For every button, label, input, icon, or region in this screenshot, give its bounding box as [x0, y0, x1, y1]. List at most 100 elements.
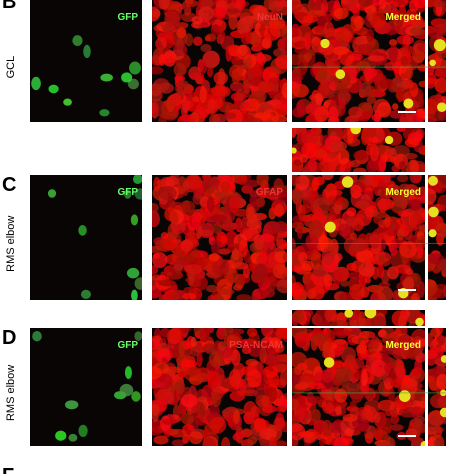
cell [397, 228, 405, 241]
cell [192, 96, 200, 103]
cell [384, 409, 393, 417]
cell [279, 94, 287, 112]
cell [298, 24, 312, 39]
cell [355, 200, 370, 210]
cell [210, 24, 221, 36]
cell [184, 4, 192, 16]
cell [346, 0, 357, 10]
cell [307, 158, 318, 172]
cell [205, 33, 217, 42]
cell [379, 78, 393, 89]
cell [334, 253, 343, 262]
cell [389, 9, 400, 21]
cell [279, 368, 287, 387]
cell [294, 383, 306, 391]
region-label: RMS elbow [5, 365, 17, 421]
cell [156, 179, 167, 187]
cell [210, 214, 228, 222]
cell [208, 351, 224, 368]
cell [153, 435, 169, 445]
cell [174, 75, 186, 82]
cell [237, 175, 248, 186]
cell [342, 413, 358, 422]
cell [190, 346, 200, 357]
cell [436, 175, 446, 189]
cell [210, 85, 229, 97]
colabel [433, 39, 446, 52]
cell [198, 6, 215, 21]
cell [334, 194, 344, 206]
cell [344, 92, 352, 102]
cell [177, 114, 195, 122]
cell [359, 331, 376, 339]
cell [297, 251, 308, 264]
cell [377, 286, 394, 300]
cell [292, 310, 304, 323]
cell [332, 269, 342, 287]
cell [317, 67, 328, 82]
cell [334, 339, 347, 346]
cell [206, 196, 215, 213]
colabel [320, 38, 330, 49]
cell [314, 106, 329, 122]
cell [416, 43, 425, 53]
cell [313, 206, 323, 218]
cell [205, 187, 216, 194]
channel-label: GFP [117, 340, 138, 351]
cell [361, 369, 368, 387]
colabel [429, 59, 436, 67]
cell [384, 214, 391, 228]
colabel [428, 206, 439, 218]
cell [351, 237, 368, 252]
cell [152, 251, 168, 269]
cell [305, 233, 319, 250]
cell [434, 67, 446, 79]
cell [385, 436, 396, 446]
cell [219, 181, 231, 193]
cell [428, 346, 444, 359]
cell [218, 288, 235, 296]
cell [171, 439, 185, 446]
cell [131, 289, 138, 300]
cell [292, 282, 304, 296]
cell [182, 433, 190, 444]
cell [152, 8, 161, 18]
cell [47, 189, 57, 198]
cell [349, 232, 358, 241]
cell [348, 106, 363, 119]
micrograph [30, 0, 142, 122]
cell [32, 330, 42, 342]
cell [181, 359, 198, 368]
cell [428, 116, 437, 122]
region-label: GCL [5, 56, 17, 79]
cell [261, 288, 276, 298]
cell [134, 277, 142, 290]
cell [152, 90, 163, 102]
cell [344, 428, 355, 437]
cell [173, 62, 187, 77]
cell [168, 328, 182, 344]
cell [238, 239, 248, 258]
cell [326, 58, 341, 72]
cell [406, 64, 414, 80]
colabel [324, 221, 336, 233]
cell [242, 100, 250, 109]
cell [378, 157, 387, 172]
cell [154, 381, 166, 389]
cell [238, 44, 248, 56]
cell [208, 253, 220, 262]
cell [188, 175, 200, 190]
cell [355, 344, 367, 355]
cell [178, 340, 186, 358]
cell [240, 30, 252, 45]
cell [228, 369, 241, 388]
cell [377, 399, 396, 412]
cell [231, 71, 240, 85]
cell [218, 175, 228, 184]
cell [211, 393, 222, 408]
cell [191, 212, 201, 230]
cell [321, 419, 333, 437]
cell [428, 26, 442, 39]
cell [272, 83, 280, 93]
